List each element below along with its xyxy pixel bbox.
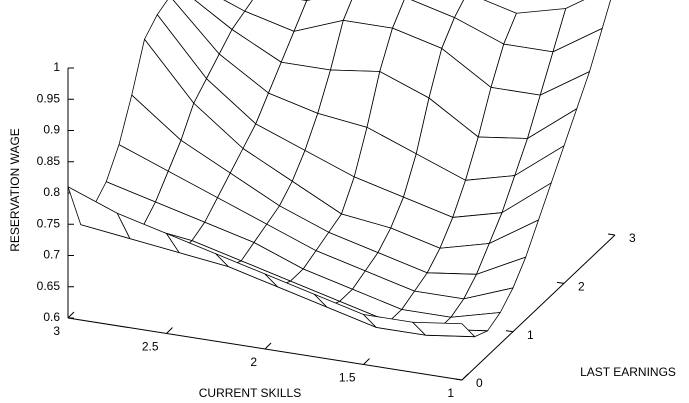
y-tick-label: 3	[629, 231, 636, 245]
x-tick	[67, 311, 75, 319]
y-tick-label: 2	[578, 280, 585, 294]
x-tick	[363, 358, 370, 365]
z-tick-label: 0.8	[43, 185, 60, 199]
x-tick-label: 2.5	[142, 340, 159, 354]
x-tick	[461, 373, 469, 381]
z-tick-label: 0.95	[37, 91, 61, 105]
x-tick-label: 3	[53, 324, 60, 338]
y-tick	[607, 233, 616, 236]
x-tick-label: 2	[250, 355, 257, 369]
z-axis-label: RESERVATION WAGE	[8, 128, 22, 252]
y-tick-label: 0	[476, 376, 483, 390]
z-tick-label: 0.6	[43, 310, 60, 324]
z-tick-label: 0.65	[37, 279, 61, 293]
y-axis-label: LAST EARNINGS	[580, 365, 676, 379]
y-tick-label: 1	[527, 328, 534, 342]
y-axis	[461, 234, 616, 381]
z-tick-label: 1	[53, 60, 60, 74]
surface-patch	[412, 321, 476, 338]
z-tick-label: 0.9	[43, 123, 60, 137]
y-tick	[556, 281, 565, 284]
z-tick-label: 0.7	[43, 248, 60, 262]
x-axis-label: CURRENT SKILLS	[199, 386, 301, 400]
x-tick	[166, 327, 173, 334]
x-tick-label: 1.5	[339, 371, 356, 385]
z-tick-label: 0.75	[37, 216, 61, 230]
z-tick-label: 0.85	[37, 154, 61, 168]
y-tick	[505, 330, 514, 333]
x-tick	[264, 342, 272, 350]
x-tick-label: 1	[447, 386, 454, 400]
y-tick	[454, 378, 463, 381]
